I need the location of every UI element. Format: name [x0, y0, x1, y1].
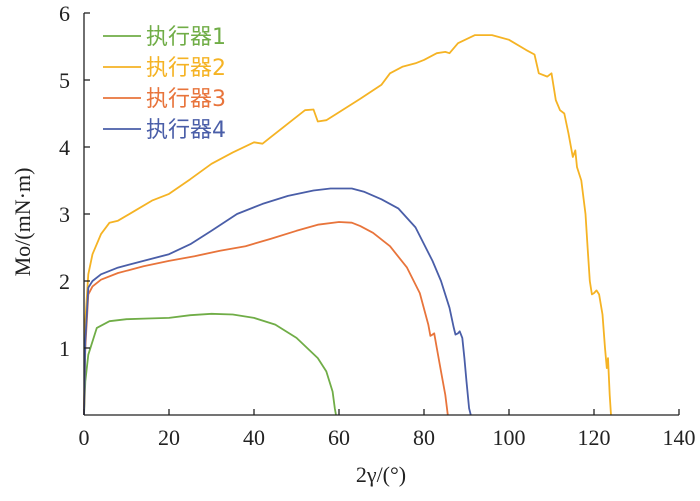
legend: 执行器1 执行器2 执行器3 执行器4 — [103, 25, 226, 143]
plot-lines — [83, 34, 612, 416]
x-ticks: 0 20 40 60 80 100 120 140 — [79, 409, 696, 450]
y-tick-label: 1 — [59, 336, 70, 361]
x-tick-label: 140 — [663, 425, 696, 450]
y-tick-label: 4 — [59, 135, 70, 160]
x-tick-label: 40 — [243, 425, 265, 450]
x-axis-title: 2γ/(°) — [356, 462, 406, 487]
y-tick-label: 3 — [59, 202, 70, 227]
series-line-1 — [83, 312, 337, 416]
x-tick-label: 100 — [493, 425, 526, 450]
y-tick-label: 6 — [59, 1, 70, 26]
legend-label: 执行器4 — [146, 118, 226, 143]
y-tick-label: 2 — [59, 269, 70, 294]
y-axis-title: Mo/(mN·m) — [10, 168, 35, 277]
y-tick-label: 5 — [59, 68, 70, 93]
x-tick-label: 20 — [158, 425, 180, 450]
legend-label: 执行器2 — [146, 56, 226, 81]
x-tick-label: 60 — [328, 425, 350, 450]
x-tick-label: 0 — [79, 425, 90, 450]
x-tick-label: 80 — [413, 425, 435, 450]
series-line-3 — [83, 221, 449, 416]
series-line-4 — [83, 187, 472, 416]
y-ticks: 1 2 3 4 5 6 — [59, 1, 90, 361]
legend-label: 执行器3 — [146, 87, 226, 112]
x-tick-label: 120 — [578, 425, 611, 450]
legend-label: 执行器1 — [146, 25, 226, 50]
series-line-2 — [83, 34, 612, 416]
